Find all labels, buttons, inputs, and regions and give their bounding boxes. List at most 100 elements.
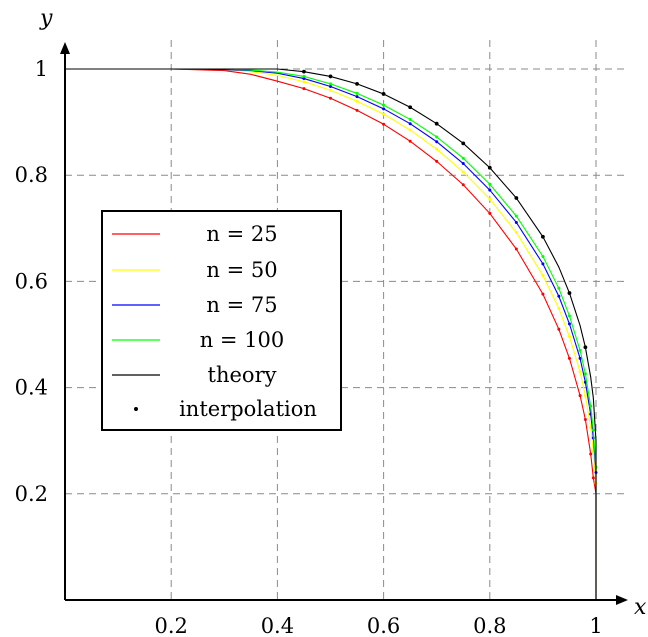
x-axis-label: x (634, 595, 647, 620)
series-point-n-75 (435, 140, 439, 144)
series-point-n-100 (329, 82, 332, 86)
series-point-n-100 (589, 404, 593, 408)
series-point-n-75 (355, 95, 359, 99)
series-point-interpolation (328, 74, 333, 79)
y-tick-label: 0.4 (15, 376, 48, 400)
y-tick-label: 0.6 (15, 269, 48, 293)
series-point-n-100 (541, 254, 545, 258)
x-tick-label: 0.2 (154, 614, 187, 637)
series-point-n-25 (567, 356, 571, 360)
series-point-interpolation (434, 121, 439, 126)
y-tick-label: 0.2 (15, 482, 48, 506)
series-point-n-25 (461, 183, 465, 187)
series-point-n-50 (578, 370, 582, 374)
series-point-n-100 (461, 156, 465, 160)
series-point-n-75 (567, 322, 571, 326)
series-point-n-25 (514, 247, 518, 251)
series-point-n-25 (488, 211, 492, 215)
series-point-n-100 (567, 314, 571, 318)
series-point-n-100 (302, 74, 306, 78)
series-point-interpolation (487, 165, 492, 170)
series-point-n-50 (435, 147, 439, 151)
series-n-75 (65, 68, 598, 600)
series-point-n-75 (461, 162, 465, 166)
series-point-interpolation (302, 69, 306, 74)
series-n-25 (65, 68, 597, 600)
series-point-interpolation (461, 141, 466, 146)
series-point-n-50 (557, 306, 561, 310)
series-point-n-75 (514, 220, 518, 224)
series-point-n-50 (408, 128, 412, 132)
series-point-n-50 (541, 274, 545, 278)
series-point-interpolation (408, 105, 413, 110)
series-point-n-25 (408, 139, 412, 143)
x-tick-label: 0.4 (261, 614, 294, 637)
series-point-n-25 (435, 159, 439, 163)
series-point-interpolation (355, 81, 359, 86)
series-point-interpolation (381, 92, 386, 96)
series-point-n-75 (557, 294, 561, 298)
series-layer (65, 68, 598, 600)
series-point-n-100 (435, 135, 439, 139)
series-theory (65, 68, 597, 600)
y-tick-label: 0.8 (15, 163, 48, 187)
legend-label-n50: n = 50 (206, 258, 277, 282)
series-point-n-100 (408, 117, 412, 121)
legend-label-interpolation: interpolation (179, 397, 317, 421)
series-point-n-75 (329, 85, 332, 89)
series-point-n-75 (302, 77, 306, 81)
series-point-n-50 (514, 231, 518, 235)
y-axis-arrow (60, 42, 70, 54)
series-point-n-50 (329, 88, 332, 92)
axes (60, 42, 628, 605)
series-interpolation (302, 69, 588, 350)
legend-label-theory: theory (208, 363, 277, 387)
series-point-n-100 (578, 348, 582, 352)
series-point-n-100 (382, 103, 386, 107)
series-point-n-50 (567, 335, 571, 339)
y-axis-label: y (39, 6, 53, 31)
series-point-n-100 (488, 182, 492, 186)
series-point-n-25 (589, 452, 593, 456)
series-point-interpolation (541, 234, 545, 239)
series-point-n-50 (589, 425, 593, 429)
legend-swatch-interpolation (134, 407, 138, 411)
series-point-n-75 (382, 107, 386, 111)
series-point-n-25 (329, 96, 332, 100)
series-point-n-25 (578, 394, 582, 398)
series-point-n-75 (578, 356, 582, 360)
series-point-n-50 (583, 394, 587, 398)
x-axis-arrow (616, 595, 628, 605)
series-point-n-25 (591, 476, 595, 480)
series-point-n-25 (557, 327, 561, 331)
series-point-interpolation (567, 291, 572, 295)
series-point-interpolation (514, 196, 519, 200)
series-point-n-75 (488, 188, 492, 192)
series-point-n-25 (541, 292, 545, 296)
legend-label-n75: n = 75 (206, 293, 277, 317)
series-point-n-25 (382, 122, 386, 126)
series-point-n-50 (461, 170, 465, 174)
tick-labels: 0.2 0.4 0.6 0.8 1 0.2 0.4 0.6 0.8 1 (15, 57, 603, 637)
x-tick-label: 1 (589, 614, 602, 637)
series-point-n-100 (583, 372, 587, 376)
series-point-interpolation (583, 345, 588, 350)
series-point-n-100 (514, 214, 518, 218)
legend-box (101, 210, 342, 431)
legend: n = 25 n = 50 n = 75 n = 100 theory inte… (101, 210, 342, 431)
series-point-n-100 (557, 286, 561, 290)
series-point-n-50 (488, 197, 492, 201)
x-tick-label: 0.8 (473, 614, 506, 637)
series-point-n-50 (355, 99, 359, 103)
series-point-n-25 (583, 417, 587, 421)
series-point-n-25 (302, 87, 306, 91)
series-point-n-100 (591, 428, 595, 432)
series-point-n-50 (302, 80, 306, 84)
series-point-n-75 (541, 262, 545, 266)
series-point-n-75 (408, 122, 412, 126)
legend-label-n100: n = 100 (200, 328, 285, 352)
x-tick-label: 0.6 (367, 614, 400, 637)
y-tick-label: 1 (35, 57, 48, 81)
legend-label-n25: n = 25 (206, 222, 277, 246)
